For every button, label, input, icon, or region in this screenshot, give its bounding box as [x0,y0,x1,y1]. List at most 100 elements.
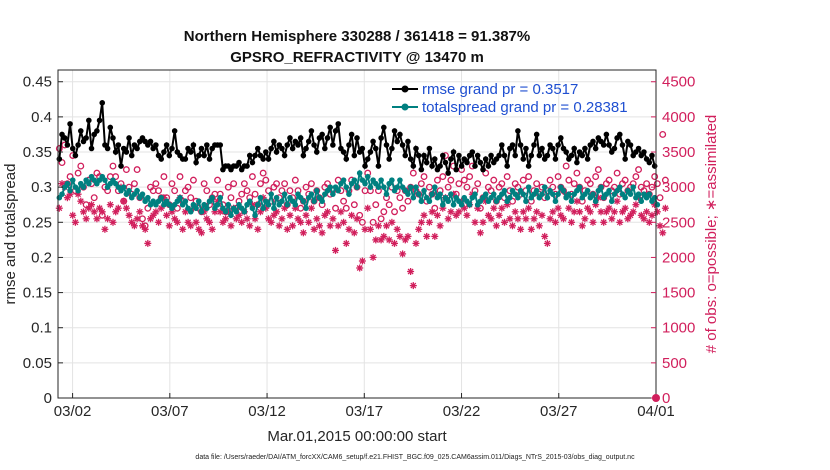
obs-assimilated-point [578,222,586,230]
obs-assimilated-point [399,250,407,258]
totalspread-point [418,198,425,205]
rmse-point [482,156,489,162]
obs-assimilated-point [463,211,471,219]
totalspread-point [533,187,540,194]
rmse-point [418,166,425,173]
rmse-point [346,142,352,148]
obs-assimilated-point [337,208,345,216]
plot-frame [57,69,657,399]
totalspread-point [319,198,325,205]
obs-possible-point [444,183,452,191]
rmse-point [423,159,430,166]
obs-assimilated-point [246,222,254,230]
rmse-point [110,135,116,141]
rmse-point [244,163,250,169]
totalspread-point [520,191,527,197]
rmse-point [375,163,382,169]
rmse-point [169,145,175,152]
obs-assimilated-point [179,225,187,233]
rmse-point [407,156,414,162]
obs-possible-point [447,176,455,184]
rmse-point [96,117,103,124]
totalspread-point [354,184,360,190]
rmse-point [499,142,505,148]
totalspread-point [241,208,248,215]
rmse-point [582,145,588,152]
totalspread-point [584,187,591,194]
rmse-point [485,163,492,169]
obs-assimilated-point [487,215,495,223]
rmse-point [458,163,465,169]
rmse-point [469,149,476,155]
obs-possible-point [490,176,498,184]
rmse-point [300,152,307,159]
obs-possible-point [133,166,141,174]
totalspread-point [102,177,108,183]
obs-possible-point [332,204,339,212]
rmse-point [322,145,328,152]
totalspread-point [410,194,417,201]
obs-possible-point [661,176,669,184]
obs-possible-point [592,173,600,181]
totalspread-point [193,205,199,212]
obs-assimilated-point [90,208,98,216]
totalspread-point [539,191,545,197]
rmse-point [265,156,272,162]
rmse-point [268,145,274,152]
totalspread-point [351,177,358,183]
rmse-point [327,124,333,131]
obs-assimilated-point [106,201,114,209]
rmse-point [641,149,647,155]
totalspread-point [273,194,280,201]
obs-possible-point [281,180,289,188]
y-tick-label: 0.25 [23,214,52,231]
obs-assimilated-point [415,225,423,233]
totalspread-point [284,201,291,208]
rmse-point [635,145,642,152]
rmse-point [182,156,189,162]
rmse-point [386,156,392,162]
axis-corner-marker [652,394,660,402]
rmse-point [313,149,320,155]
obs-assimilated-point [125,211,133,219]
totalspread-point [134,187,140,194]
legend-label-spread: totalspread grand pr = 0.28381 [422,99,628,116]
totalspread-point [303,205,309,212]
obs-assimilated-point [222,215,230,223]
rmse-point [72,152,79,159]
obs-possible-point [391,208,398,216]
totalspread-point [343,184,350,190]
rmse-point [126,135,132,141]
totalspread-point [279,198,285,205]
totalspread-point [627,191,634,197]
totalspread-point [448,191,454,197]
obs-assimilated-point [305,218,313,226]
obs-assimilated-point [324,208,331,216]
obs-assimilated-point [436,222,444,230]
rmse-point [410,163,417,169]
obs-possible-point [240,180,248,188]
obs-assimilated-point [187,222,195,230]
totalspread-point [598,184,604,190]
rmse-point [611,145,618,152]
y-axis-right: 0 500 1000 1500 2000 2500 3000 3500 4000 4500 [651,74,695,407]
obs-assimilated-point [428,208,436,216]
obs-assimilated-point [141,225,149,233]
totalspread-point [228,212,234,219]
obs-possible-point [358,218,366,226]
totalspread-point [630,184,637,190]
obs-assimilated-point [93,215,101,223]
obs-assimilated-point [643,208,651,216]
obs-assimilated-point [98,208,106,216]
obs-assimilated-point [80,208,87,216]
rmse-point [426,145,433,152]
obs-assimilated-point [525,204,533,212]
totalspread-point [549,191,556,197]
totalspread-point [308,191,315,197]
totalspread-point [300,198,307,205]
totalspread-point [592,198,599,205]
obs-possible-point [122,166,130,174]
rmse-point [362,163,368,169]
obs-possible-point [380,208,388,216]
